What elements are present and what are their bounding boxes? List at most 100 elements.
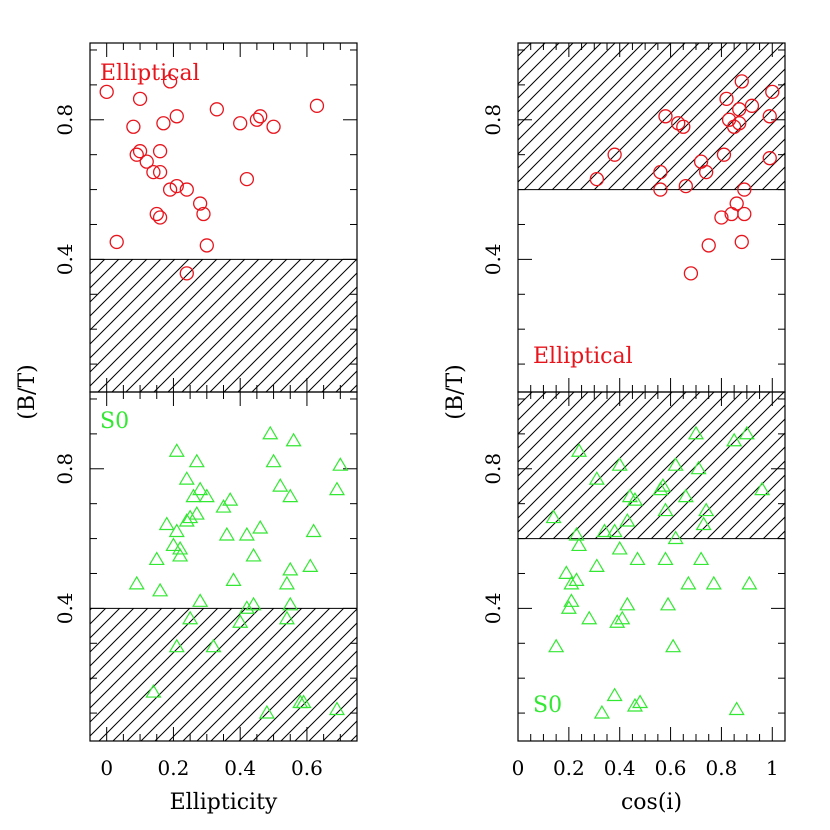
data-point-triangle (332, 457, 349, 471)
x-axis-label: cos(i) (621, 790, 682, 815)
data-point-triangle (687, 425, 705, 440)
data-point-triangle (302, 558, 319, 573)
data-point-triangle (693, 551, 710, 566)
data-point-circle (162, 182, 178, 197)
data-point-circle (716, 147, 732, 162)
data-point-circle (699, 164, 714, 180)
data-point-triangle (262, 425, 279, 440)
data-point-triangle (593, 704, 610, 719)
panel-bottom-right: 0.4 0.8 0 0.2 0.4 0.6 0.8 1 cos(i) S0 (481, 391, 786, 815)
data-point-circle (162, 74, 178, 89)
data-point-circle (99, 84, 114, 100)
data-point-triangle (272, 478, 289, 492)
data-point-triangle (690, 460, 707, 475)
data-point-circle (249, 112, 265, 127)
data-point-triangle (295, 694, 312, 709)
data-point-circle (309, 98, 325, 113)
data-point-triangle (545, 509, 562, 524)
data-point-triangle (168, 523, 185, 538)
hatched-region (90, 259, 357, 392)
x-tick-label: 0 (100, 756, 113, 780)
data-point-triangle (172, 547, 189, 562)
data-point-circle (729, 196, 744, 211)
data-point-circle (732, 116, 747, 131)
data-point-circle (139, 154, 154, 169)
x-axis-label: Ellipticity (170, 790, 278, 815)
y-tick-label: 0.8 (53, 104, 77, 136)
data-point-triangle (232, 614, 249, 628)
data-point-triangle (192, 593, 209, 607)
data-point-triangle (705, 575, 722, 590)
data-point-triangle (611, 540, 628, 555)
data-point-circle (239, 171, 255, 187)
data-point-triangle (606, 687, 623, 702)
data-point-circle (701, 238, 716, 253)
data-point-triangle (278, 610, 295, 625)
data-point-triangle (619, 596, 636, 611)
data-point-circle (762, 109, 777, 124)
data-point-triangle (238, 526, 255, 541)
data-point-circle (266, 119, 281, 134)
data-point-triangle (568, 572, 585, 586)
data-point-circle (109, 234, 124, 250)
data-point-circle (169, 178, 184, 194)
data-point-triangle (629, 551, 646, 566)
data-point-circle (199, 238, 214, 253)
y-tick-label: 0.8 (53, 453, 77, 485)
y-tick-label: 0.4 (53, 592, 77, 624)
data-point-triangle (570, 537, 588, 552)
data-point-triangle (728, 701, 745, 716)
data-point-circle (589, 171, 604, 187)
data-point-circle (132, 91, 148, 106)
panel-label-s0: S0 (100, 409, 129, 434)
data-point-triangle (148, 551, 165, 566)
data-point-triangle (665, 638, 682, 653)
data-point-triangle (168, 638, 185, 653)
data-point-triangle (238, 600, 255, 614)
data-point-triangle (188, 453, 205, 468)
data-point-triangle (145, 683, 162, 698)
data-point-triangle (245, 596, 262, 611)
data-point-triangle (198, 488, 215, 503)
data-point-circle (737, 182, 752, 197)
data-point-triangle (258, 704, 275, 719)
data-point-triangle (698, 502, 715, 517)
data-point-circle (156, 116, 171, 131)
data-point-triangle (158, 516, 175, 531)
data-point-circle (678, 178, 693, 194)
data-point-circle (719, 91, 734, 106)
data-point-triangle (596, 523, 613, 538)
data-point-circle (146, 164, 161, 180)
x-tick-label: 0.8 (706, 756, 738, 780)
data-point-triangle (588, 558, 605, 573)
data-point-triangle (560, 600, 577, 614)
x-tick-label: 0.4 (604, 756, 636, 780)
x-tick-label: 0.4 (224, 756, 256, 780)
data-point-circle (683, 266, 699, 281)
data-point-triangle (667, 457, 684, 471)
data-point-triangle (677, 488, 694, 503)
y-tick-label: 0.8 (481, 453, 505, 485)
data-point-circle (658, 109, 673, 124)
data-point-triangle (632, 694, 649, 709)
panel-top-right: 0.4 0.8 (B/T) Elliptical (443, 42, 786, 420)
data-point-circle (653, 182, 668, 197)
data-point-circle (132, 144, 148, 159)
data-point-triangle (305, 523, 322, 538)
data-point-circle (762, 151, 777, 166)
data-point-circle (676, 119, 691, 134)
data-point-triangle (168, 443, 185, 457)
hatched-region (90, 608, 357, 741)
x-tick-label: 0 (512, 756, 525, 780)
panel-label-s0: S0 (533, 693, 562, 718)
data-point-triangle (614, 610, 631, 625)
data-point-circle (653, 164, 668, 180)
data-point-triangle (285, 432, 302, 447)
data-point-circle (192, 196, 208, 211)
data-point-circle (179, 182, 194, 197)
x-tick-label: 1 (766, 756, 779, 780)
data-point-triangle (265, 453, 282, 468)
data-point-triangle (182, 509, 199, 524)
data-point-circle (126, 119, 141, 134)
data-point-circle (152, 210, 168, 225)
